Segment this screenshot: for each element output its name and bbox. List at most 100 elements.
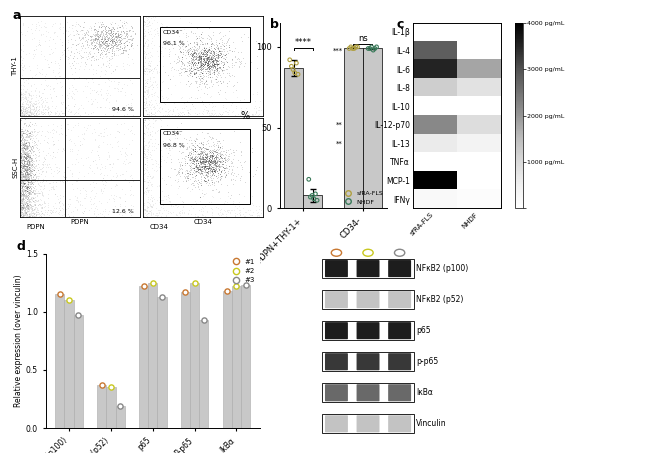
- Point: [199, 51, 209, 58]
- Point: [209, 52, 219, 59]
- Point: [202, 61, 212, 68]
- Point: [86, 74, 97, 82]
- Bar: [285, 68, 304, 208]
- Point: [194, 157, 205, 164]
- Point: [193, 53, 203, 61]
- Point: [16, 155, 26, 163]
- Point: [16, 47, 26, 54]
- Point: [27, 180, 37, 187]
- Point: [196, 77, 207, 84]
- Point: [23, 194, 34, 201]
- Point: [208, 152, 218, 159]
- Point: [196, 178, 206, 185]
- Point: [16, 128, 27, 135]
- Point: [16, 137, 26, 144]
- Point: [22, 138, 32, 145]
- Point: [79, 108, 90, 116]
- Point: [205, 163, 215, 170]
- Point: [203, 68, 214, 75]
- Point: [93, 211, 103, 218]
- Point: [196, 149, 206, 156]
- Point: [114, 128, 125, 135]
- Point: [101, 37, 112, 44]
- Point: [54, 208, 64, 215]
- Point: [53, 130, 64, 138]
- Point: [36, 90, 47, 97]
- Point: [15, 160, 25, 167]
- Point: [25, 102, 35, 110]
- Point: [40, 167, 51, 174]
- Point: [16, 178, 27, 185]
- Point: [192, 163, 202, 170]
- Point: [99, 207, 110, 215]
- Point: [16, 171, 27, 178]
- Point: [219, 169, 229, 176]
- Point: [110, 67, 120, 74]
- Point: [27, 168, 37, 175]
- Point: [121, 28, 131, 35]
- Point: [200, 159, 211, 166]
- Point: [25, 204, 35, 211]
- Point: [25, 159, 36, 167]
- Point: [109, 47, 119, 54]
- Point: [17, 179, 27, 187]
- Point: [66, 64, 76, 72]
- Point: [224, 106, 234, 113]
- Point: [144, 119, 155, 126]
- Point: [16, 85, 26, 92]
- Point: [18, 202, 29, 210]
- Point: [21, 211, 32, 218]
- Point: [146, 203, 157, 210]
- Point: [207, 156, 217, 163]
- Point: [25, 168, 36, 175]
- Point: [138, 135, 148, 143]
- Point: [141, 184, 151, 191]
- Point: [194, 42, 204, 49]
- Point: [109, 195, 119, 202]
- Point: [90, 41, 100, 48]
- Point: [212, 51, 222, 58]
- Point: [150, 78, 161, 86]
- Point: [23, 161, 34, 169]
- Point: [27, 130, 37, 138]
- Point: [213, 54, 223, 62]
- Point: [40, 111, 51, 118]
- Point: [30, 72, 40, 79]
- Point: [207, 57, 217, 64]
- Point: [200, 58, 210, 65]
- Point: [189, 70, 200, 77]
- Point: [192, 64, 202, 71]
- Point: [26, 148, 36, 155]
- Point: [197, 187, 207, 194]
- Point: [196, 148, 207, 155]
- Point: [24, 182, 34, 189]
- Point: [16, 203, 27, 211]
- Point: [196, 57, 206, 64]
- Point: [240, 208, 250, 215]
- Point: [25, 155, 35, 163]
- Point: [213, 61, 223, 68]
- Point: [207, 156, 217, 163]
- Point: [196, 159, 207, 167]
- Point: [143, 173, 153, 180]
- Point: [42, 94, 52, 101]
- Point: [53, 61, 64, 68]
- Point: [23, 176, 34, 183]
- Point: [19, 129, 29, 136]
- Point: [138, 89, 149, 96]
- Point: [202, 40, 212, 48]
- Point: [198, 141, 208, 148]
- Point: [200, 167, 210, 174]
- Point: [184, 144, 194, 151]
- Bar: [148, 283, 157, 428]
- Point: [83, 35, 94, 42]
- Point: [227, 107, 238, 115]
- Point: [16, 157, 27, 164]
- Point: [188, 30, 198, 37]
- Point: [19, 155, 29, 163]
- Point: [183, 143, 194, 150]
- Point: [177, 203, 188, 210]
- Point: [213, 50, 223, 57]
- Point: [94, 40, 104, 48]
- Point: [31, 168, 42, 175]
